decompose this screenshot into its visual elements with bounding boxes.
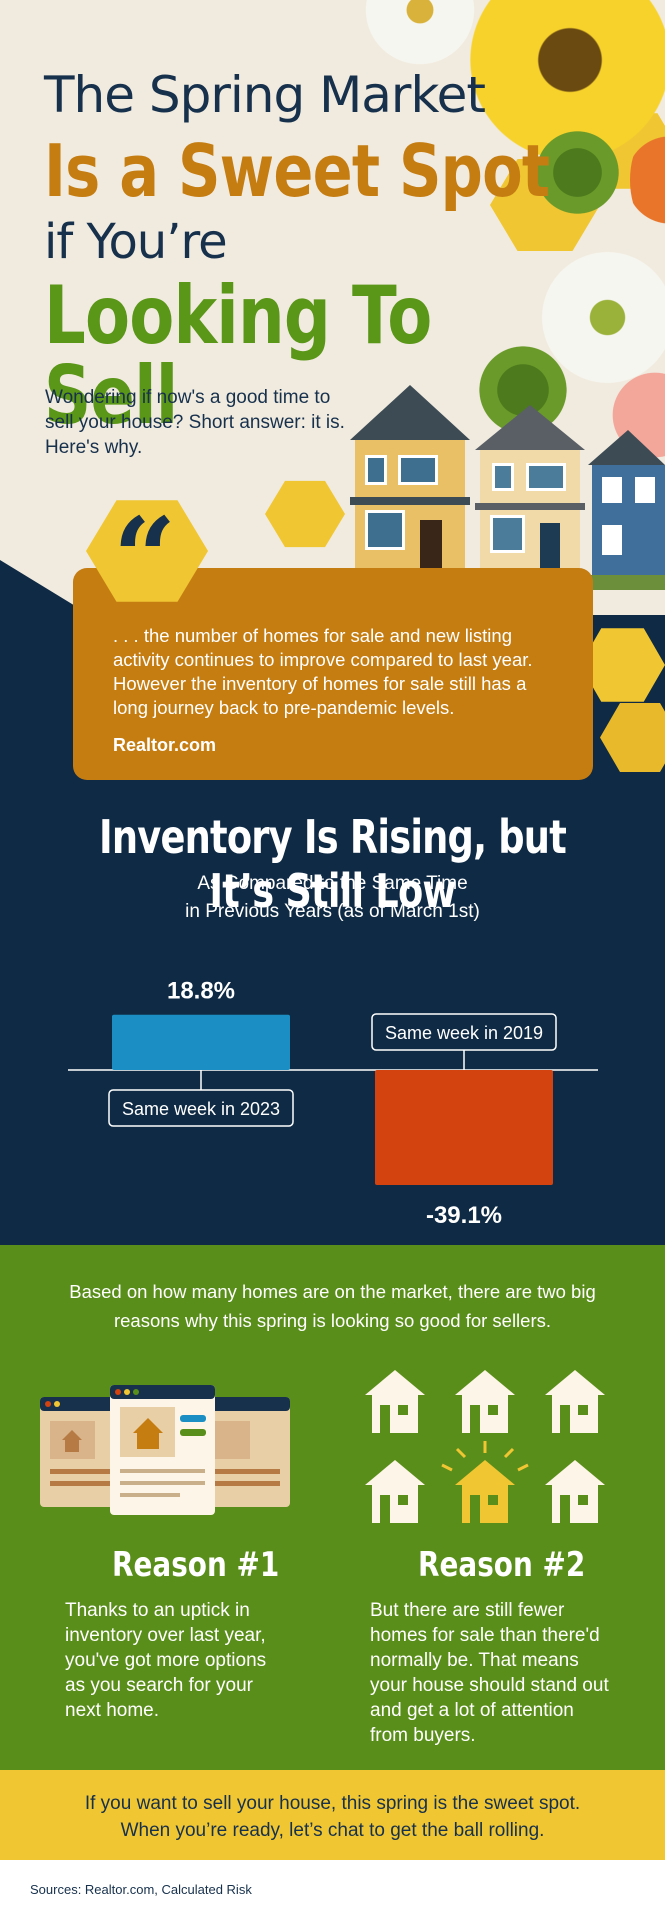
intro-text: Wondering if now's a good time to sell y… xyxy=(45,387,345,458)
house-icon xyxy=(365,1460,425,1523)
listing-browser-icon xyxy=(40,1385,290,1515)
title-line-4: Looking To Sell xyxy=(44,269,432,442)
data-label-1: 18.8% xyxy=(167,978,235,1005)
quote-box: . . . the number of homes for sale and n… xyxy=(73,568,593,780)
cta-text: If you want to sell your house, this spr… xyxy=(30,1790,635,1844)
category-label-2: Same week in 2019 xyxy=(385,1023,543,1043)
cta-banner: If you want to sell your house, this spr… xyxy=(0,1770,665,1860)
subtitle-line-1: As Compared to the Same Time xyxy=(197,873,468,894)
house-icon xyxy=(545,1460,605,1523)
bar-2 xyxy=(375,1070,553,1185)
footer: Sources: Realtor.com, Calculated Risk xyxy=(0,1860,665,1920)
house-icon xyxy=(365,1370,425,1433)
category-label-box xyxy=(108,1089,294,1127)
reason-2-text: But there are still fewer homes for sale… xyxy=(370,1600,609,1746)
house-icon xyxy=(455,1370,515,1433)
decorative-hexagon xyxy=(265,480,345,548)
inventory-section: Inventory Is Rising, but It’s Still Low … xyxy=(0,810,665,1245)
cta-line-2: When you’re ready, let’s chat to get the… xyxy=(120,1820,545,1841)
quote-text: . . . the number of homes for sale and n… xyxy=(113,625,533,718)
inventory-title: Inventory Is Rising, but It’s Still Low xyxy=(99,810,567,918)
title-line-3: if You’re xyxy=(44,214,228,270)
quote-source: Realtor.com xyxy=(113,735,217,755)
white-flower-icon xyxy=(540,250,665,385)
white-flower-icon xyxy=(360,0,480,65)
reasons-section: Based on how many homes are on the marke… xyxy=(0,1245,665,1770)
inventory-bar-chart: 18.8% Same week in 2023 -39.1% Same week in… xyxy=(68,978,598,1229)
inventory-subtitle: As Compared to the Same Time in Previous… xyxy=(0,870,665,926)
houses-illustration xyxy=(350,385,665,590)
sources-text: Sources: Realtor.com, Calculated Risk xyxy=(30,1882,252,1897)
highlighted-house-icon xyxy=(441,1441,529,1523)
houses-grid-icon xyxy=(365,1370,605,1523)
bar-1 xyxy=(112,1014,290,1070)
title-line-1: The Spring Market xyxy=(44,66,486,124)
decorative-hexagon xyxy=(580,628,665,702)
category-label-box xyxy=(371,1013,557,1051)
quote-icon: “ xyxy=(113,493,177,622)
subtitle-line-2: in Previous Years (as of March 1st) xyxy=(185,901,480,922)
hero-section: The Spring Market Is a Sweet Spot if You… xyxy=(0,0,665,810)
green-flower-icon xyxy=(535,130,620,215)
reason-2-title: Reason #2 xyxy=(418,1545,586,1585)
reason-1-text: Thanks to an uptick in inventory over la… xyxy=(65,1600,267,1721)
title-line-2: Is a Sweet Spot xyxy=(44,129,550,213)
reason-1-title: Reason #1 xyxy=(112,1545,280,1585)
house-icon xyxy=(545,1370,605,1433)
data-label-2: -39.1% xyxy=(426,1202,502,1229)
reasons-intro: Based on how many homes are on the marke… xyxy=(69,1281,596,1331)
category-label-1: Same week in 2023 xyxy=(122,1099,280,1119)
cta-line-1: If you want to sell your house, this spr… xyxy=(84,1793,581,1814)
